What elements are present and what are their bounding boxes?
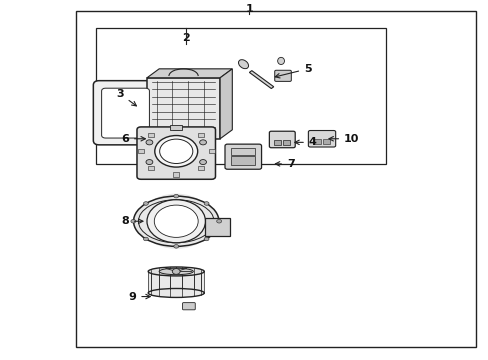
Circle shape [154, 205, 198, 237]
Circle shape [203, 237, 208, 241]
Ellipse shape [159, 268, 193, 275]
Text: 10: 10 [328, 134, 359, 144]
Bar [173, 126, 179, 130]
Bar [282, 140, 289, 145]
Circle shape [199, 159, 206, 165]
Circle shape [147, 200, 205, 243]
Bar [312, 139, 320, 144]
FancyBboxPatch shape [274, 70, 291, 81]
Circle shape [203, 202, 208, 205]
Bar [147, 78, 220, 139]
Text: 2: 2 [182, 33, 189, 43]
Bar [273, 140, 281, 145]
FancyBboxPatch shape [93, 81, 156, 145]
Text: 8: 8 [121, 216, 142, 226]
Ellipse shape [238, 60, 248, 69]
Bar [96, 28, 385, 164]
Text: 7: 7 [275, 159, 294, 169]
Circle shape [159, 139, 192, 163]
Bar [322, 139, 330, 144]
Circle shape [172, 269, 180, 274]
Bar [198, 166, 204, 170]
Circle shape [143, 202, 148, 205]
Ellipse shape [148, 288, 204, 297]
Circle shape [146, 140, 153, 145]
Bar [231, 148, 255, 154]
Bar [138, 149, 143, 153]
Circle shape [155, 135, 197, 167]
Bar [208, 149, 214, 153]
FancyBboxPatch shape [308, 131, 335, 147]
Polygon shape [147, 69, 232, 78]
Ellipse shape [277, 57, 284, 64]
Ellipse shape [133, 196, 219, 246]
Bar [148, 271, 204, 293]
FancyBboxPatch shape [182, 303, 195, 310]
FancyBboxPatch shape [269, 131, 295, 148]
Circle shape [143, 237, 148, 241]
Text: 4: 4 [294, 138, 316, 147]
Text: 6: 6 [121, 134, 145, 144]
Circle shape [173, 244, 178, 248]
Polygon shape [205, 218, 229, 235]
Text: 1: 1 [245, 4, 253, 14]
Polygon shape [220, 69, 232, 139]
Bar [173, 172, 179, 177]
Text: 9: 9 [128, 292, 150, 302]
FancyBboxPatch shape [102, 88, 149, 138]
Bar [231, 156, 255, 165]
Circle shape [216, 220, 221, 223]
Bar [148, 166, 154, 170]
FancyBboxPatch shape [137, 127, 215, 179]
Bar [170, 125, 182, 130]
FancyBboxPatch shape [224, 144, 261, 169]
Circle shape [199, 140, 206, 145]
Text: 3: 3 [116, 89, 136, 106]
Circle shape [139, 194, 213, 249]
Circle shape [131, 220, 136, 223]
Bar [148, 133, 154, 137]
Bar [76, 12, 475, 347]
Text: 5: 5 [275, 64, 311, 78]
Polygon shape [249, 71, 273, 89]
Bar [198, 133, 204, 137]
Circle shape [146, 159, 153, 165]
Circle shape [173, 194, 178, 198]
Ellipse shape [148, 267, 204, 276]
